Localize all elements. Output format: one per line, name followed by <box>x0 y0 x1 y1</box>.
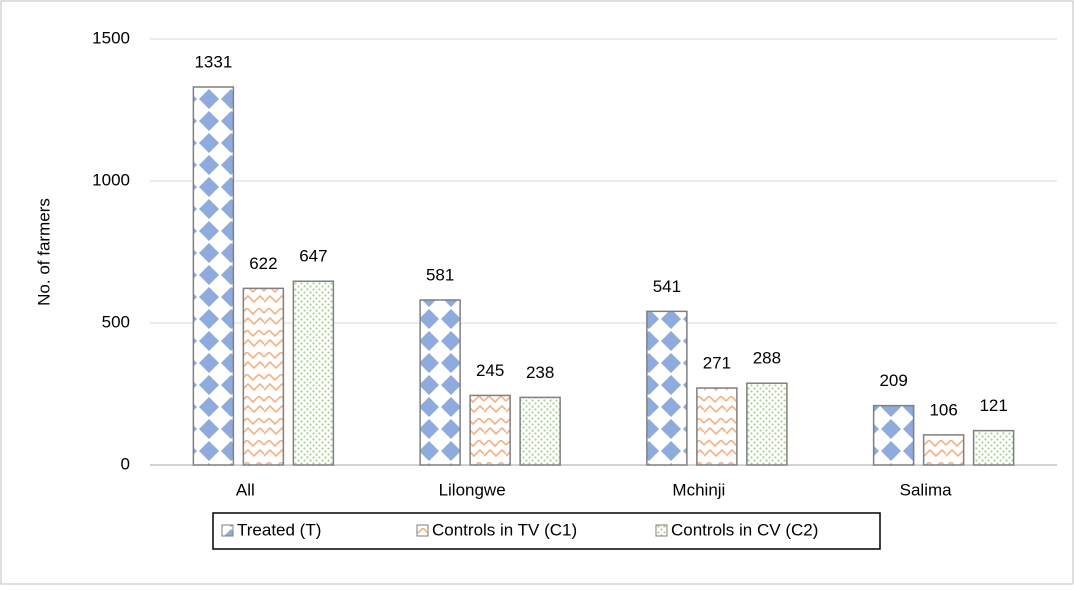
bar <box>419 299 461 466</box>
bar <box>292 280 335 466</box>
bar <box>972 429 1015 466</box>
data-label: 238 <box>526 363 554 382</box>
legend-label: Controls in CV (C2) <box>671 520 818 539</box>
bar <box>872 404 915 466</box>
x-tick-label: Mchinji <box>672 480 725 499</box>
data-label: 271 <box>703 354 731 373</box>
bar <box>469 394 511 466</box>
data-label: 106 <box>929 400 957 419</box>
data-label: 622 <box>249 254 277 273</box>
data-label: 1331 <box>194 52 232 71</box>
y-tick-label: 500 <box>102 312 130 331</box>
bar <box>746 382 788 466</box>
legend-swatch <box>416 524 429 537</box>
data-label: 647 <box>299 247 327 266</box>
y-tick-label: 1000 <box>92 170 130 189</box>
y-tick-label: 1500 <box>92 28 130 47</box>
y-axis-label: No. of farmers <box>34 198 53 306</box>
data-label: 121 <box>979 396 1007 415</box>
bar <box>192 86 235 466</box>
bar <box>696 387 738 466</box>
bar <box>519 396 561 466</box>
data-label: 245 <box>476 361 504 380</box>
legend-box <box>212 512 881 550</box>
y-tick-label: 0 <box>121 454 130 473</box>
x-tick-label: Salima <box>900 480 953 499</box>
data-label: 541 <box>653 277 681 296</box>
legend-label: Controls in TV (C1) <box>432 520 577 539</box>
data-label: 581 <box>426 265 454 284</box>
x-tick-label: Lilongwe <box>439 480 506 499</box>
x-tick-label: All <box>236 480 255 499</box>
legend-label: Treated (T) <box>237 520 321 539</box>
data-label: 288 <box>753 349 781 368</box>
bar <box>646 310 688 466</box>
data-label: 209 <box>879 371 907 390</box>
bar <box>242 287 285 466</box>
legend-swatch <box>221 524 234 537</box>
bar <box>922 434 965 466</box>
legend-swatch <box>655 524 668 537</box>
